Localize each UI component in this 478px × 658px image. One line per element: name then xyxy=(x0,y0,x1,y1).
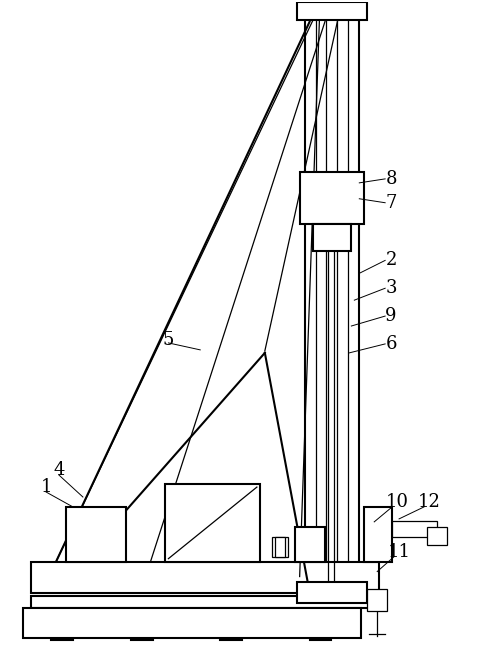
Text: 7: 7 xyxy=(385,193,397,212)
Bar xyxy=(220,620,242,640)
Bar xyxy=(165,484,260,562)
Bar xyxy=(130,620,152,640)
Bar xyxy=(313,224,351,251)
Bar xyxy=(275,537,285,557)
Text: 3: 3 xyxy=(385,279,397,297)
Bar xyxy=(294,527,325,562)
Text: 2: 2 xyxy=(385,251,397,269)
Bar xyxy=(310,620,331,640)
Bar xyxy=(427,527,447,545)
Bar xyxy=(304,12,359,582)
Bar xyxy=(23,609,361,638)
Bar xyxy=(31,596,379,609)
Text: 5: 5 xyxy=(163,331,174,349)
Bar xyxy=(300,172,364,224)
Bar xyxy=(297,582,367,603)
Text: 4: 4 xyxy=(54,461,65,479)
Text: 10: 10 xyxy=(386,493,409,511)
Text: 12: 12 xyxy=(417,493,440,511)
Text: 9: 9 xyxy=(385,307,397,325)
Bar xyxy=(66,507,126,562)
Bar xyxy=(392,521,437,537)
Text: 11: 11 xyxy=(388,543,411,561)
Text: 6: 6 xyxy=(385,335,397,353)
Bar xyxy=(297,2,367,20)
Bar xyxy=(51,620,73,640)
Bar xyxy=(31,562,379,594)
Text: 8: 8 xyxy=(385,170,397,188)
Bar xyxy=(272,537,288,557)
Bar xyxy=(367,590,387,611)
Text: 1: 1 xyxy=(40,478,52,496)
Bar xyxy=(364,507,392,562)
